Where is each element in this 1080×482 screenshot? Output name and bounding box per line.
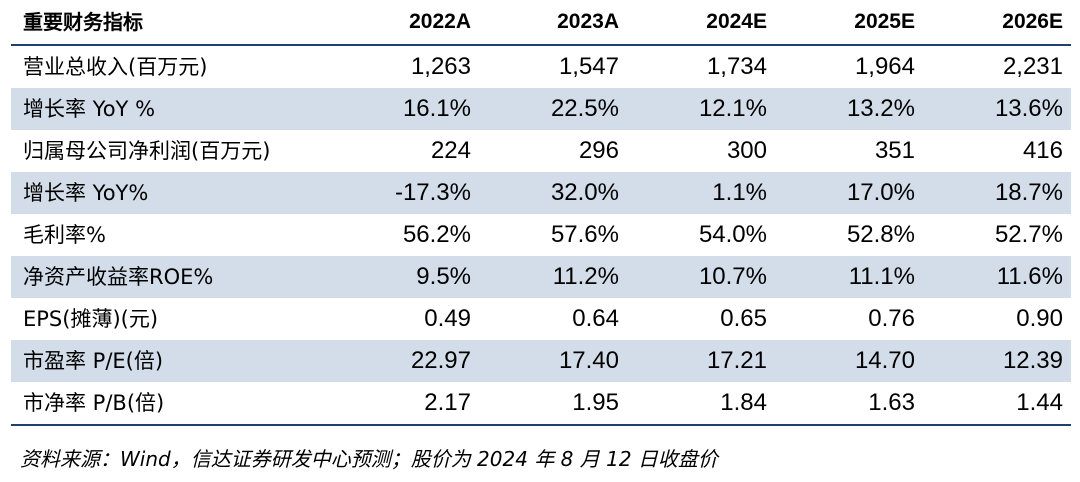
row-label: 增长率 YoY% xyxy=(11,172,331,214)
row-value: 2,231 xyxy=(1002,53,1063,80)
row-label: 净资产收益率ROE% xyxy=(11,256,331,298)
row-label: 毛利率% xyxy=(23,223,106,247)
financial-indicators-table: 重要财务指标 2022A 2023A 2024E 2025E 2026E 营业总… xyxy=(11,0,1071,426)
row-value: 1.1% xyxy=(627,172,775,214)
row-label: 归属母公司净利润(百万元) xyxy=(23,139,271,163)
row-label: 市净率 P/B(倍) xyxy=(11,382,331,426)
row-label: EPS(摊薄)(元) xyxy=(23,307,159,331)
table-row: 归属母公司净利润(百万元) 224 296 300 351 416 xyxy=(11,130,1071,172)
row-value: 10.7% xyxy=(627,256,775,298)
row-value: 1.95 xyxy=(479,382,627,426)
row-value: 52.8% xyxy=(846,221,915,248)
header-year-2024: 2024E xyxy=(627,0,775,46)
row-value: 12.39 xyxy=(923,340,1071,382)
row-value: 32.0% xyxy=(479,172,627,214)
row-value: 52.7% xyxy=(994,221,1063,248)
row-value: 296 xyxy=(578,137,619,164)
row-value: 1,734 xyxy=(706,53,767,80)
row-value: 16.1% xyxy=(331,88,479,130)
row-value: 18.7% xyxy=(923,172,1071,214)
row-value: 0.90 xyxy=(1016,305,1063,332)
row-value: 17.0% xyxy=(775,172,923,214)
table-row: 营业总收入(百万元) 1,263 1,547 1,734 1,964 2,231 xyxy=(11,45,1071,88)
table-row: 市净率 P/B(倍) 2.17 1.95 1.84 1.63 1.44 xyxy=(11,382,1071,426)
row-value: 0.49 xyxy=(424,305,471,332)
row-value: 54.0% xyxy=(698,221,767,248)
table-row: 净资产收益率ROE% 9.5% 11.2% 10.7% 11.1% 11.6% xyxy=(11,256,1071,298)
row-value: 416 xyxy=(1022,137,1063,164)
table-header-row: 重要财务指标 2022A 2023A 2024E 2025E 2026E xyxy=(11,0,1071,46)
header-year-2026: 2026E xyxy=(923,0,1071,46)
row-value: 11.6% xyxy=(923,256,1071,298)
row-value: 1,263 xyxy=(410,53,471,80)
row-value: 13.2% xyxy=(775,88,923,130)
header-label: 重要财务指标 xyxy=(11,0,331,46)
row-value: 22.5% xyxy=(479,88,627,130)
row-value: 1.63 xyxy=(775,382,923,426)
row-value: 12.1% xyxy=(627,88,775,130)
row-label: 增长率 YoY % xyxy=(11,88,331,130)
row-value: 0.76 xyxy=(868,305,915,332)
row-value: 14.70 xyxy=(775,340,923,382)
row-value: 57.6% xyxy=(550,221,619,248)
row-value: 0.65 xyxy=(720,305,767,332)
row-label: 营业总收入(百万元) xyxy=(23,55,208,79)
row-value: 0.64 xyxy=(572,305,619,332)
header-year-2023: 2023A xyxy=(479,0,627,46)
row-value: -17.3% xyxy=(331,172,479,214)
row-value: 11.2% xyxy=(479,256,627,298)
row-value: 224 xyxy=(430,137,471,164)
table-row: 市盈率 P/E(倍) 22.97 17.40 17.21 14.70 12.39 xyxy=(11,340,1071,382)
row-value: 300 xyxy=(726,137,767,164)
row-value: 11.1% xyxy=(775,256,923,298)
table-row: 毛利率% 56.2% 57.6% 54.0% 52.8% 52.7% xyxy=(11,214,1071,256)
row-value: 17.21 xyxy=(627,340,775,382)
table-row: 增长率 YoY % 16.1% 22.5% 12.1% 13.2% 13.6% xyxy=(11,88,1071,130)
row-value: 17.40 xyxy=(479,340,627,382)
header-year-2022: 2022A xyxy=(331,0,479,46)
table-row: EPS(摊薄)(元) 0.49 0.64 0.65 0.76 0.90 xyxy=(11,298,1071,340)
source-note: 资料来源：Wind，信达证券研发中心预测；股价为 2024 年 8 月 12 日… xyxy=(20,447,718,471)
row-label: 市盈率 P/E(倍) xyxy=(11,340,331,382)
row-value: 22.97 xyxy=(331,340,479,382)
row-value: 1,547 xyxy=(558,53,619,80)
row-value: 1.44 xyxy=(923,382,1071,426)
table-row: 增长率 YoY% -17.3% 32.0% 1.1% 17.0% 18.7% xyxy=(11,172,1071,214)
row-value: 9.5% xyxy=(331,256,479,298)
row-value: 2.17 xyxy=(331,382,479,426)
row-value: 351 xyxy=(874,137,915,164)
row-value: 13.6% xyxy=(923,88,1071,130)
row-value: 1,964 xyxy=(854,53,915,80)
row-value: 56.2% xyxy=(402,221,471,248)
row-value: 1.84 xyxy=(627,382,775,426)
header-year-2025: 2025E xyxy=(775,0,923,46)
